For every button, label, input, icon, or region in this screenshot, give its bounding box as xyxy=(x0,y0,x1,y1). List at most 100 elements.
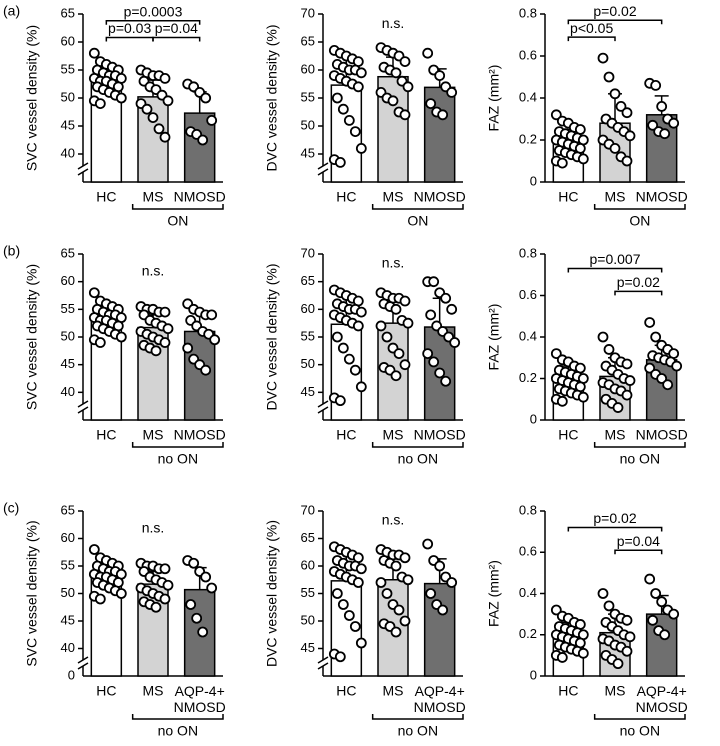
data-point xyxy=(659,629,671,641)
data-point xyxy=(425,98,437,109)
panel-label: (a) xyxy=(3,3,20,19)
data-point xyxy=(402,574,414,586)
data-point xyxy=(390,370,402,382)
data-point xyxy=(597,331,609,343)
y-tick-label: 40 xyxy=(61,384,75,399)
y-tick-label: 45 xyxy=(61,356,75,371)
data-point xyxy=(603,71,615,83)
data-point xyxy=(115,92,127,104)
y-tick-label: 70 xyxy=(301,245,315,260)
data-point xyxy=(197,626,209,638)
data-point xyxy=(343,353,355,365)
x-tick-label: HC xyxy=(96,189,116,205)
group-bracket xyxy=(131,204,224,210)
y-tick-label: 40 xyxy=(61,145,75,160)
data-point xyxy=(182,342,194,354)
data-point xyxy=(375,320,387,332)
data-point xyxy=(440,375,452,387)
data-point xyxy=(206,309,218,321)
significance-bracket xyxy=(614,290,663,296)
y-tick-label: 0.2 xyxy=(519,626,537,641)
data-point xyxy=(355,637,367,649)
y-tick-label: 65 xyxy=(301,33,315,48)
y-tick-label: 0.6 xyxy=(519,544,537,559)
y-tick-label: 0 xyxy=(530,411,537,426)
x-tick-label: HC xyxy=(336,683,356,699)
x-tick-label: HC xyxy=(96,683,116,699)
data-point xyxy=(612,658,624,670)
data-point xyxy=(644,573,656,585)
significance-label: p=0.0003 xyxy=(124,3,183,19)
y-tick-label: 60 xyxy=(301,557,315,572)
data-point xyxy=(609,88,621,100)
data-point xyxy=(88,287,100,299)
data-point xyxy=(437,109,449,121)
group-label: no ON xyxy=(158,723,198,739)
y-tick-label: 45 xyxy=(61,117,75,132)
x-tick-label: MS xyxy=(605,189,626,205)
axis-break xyxy=(317,406,329,414)
group-label: ON xyxy=(167,213,188,229)
axis-break xyxy=(317,656,329,664)
y-tick-label: 0.2 xyxy=(519,370,537,385)
data-point xyxy=(621,645,633,657)
data-point xyxy=(399,615,411,627)
data-point xyxy=(352,320,364,332)
data-point xyxy=(402,317,414,329)
significance-bracket xyxy=(614,549,663,555)
significance-label: p=0.04 xyxy=(617,533,660,549)
data-point xyxy=(94,98,106,109)
data-point xyxy=(200,364,212,376)
y-tick-label: 50 xyxy=(61,585,75,600)
data-point xyxy=(206,115,218,126)
data-point xyxy=(621,155,633,167)
significance-label: n.s. xyxy=(142,262,165,278)
data-point xyxy=(94,337,106,348)
data-point xyxy=(603,600,615,612)
group-bracket xyxy=(371,714,464,720)
y-tick-label: 0 xyxy=(530,667,537,682)
y-tick-label: 65 xyxy=(301,273,315,288)
data-point xyxy=(624,631,636,643)
axis-break-gap xyxy=(319,660,327,666)
x-tick-label: HC xyxy=(336,189,356,205)
significance-label: p=0.02 xyxy=(593,3,636,19)
data-point xyxy=(422,47,434,59)
x-tick-label: MS xyxy=(143,189,164,205)
data-point xyxy=(624,375,636,386)
data-point xyxy=(609,142,621,154)
significance-label: n.s. xyxy=(382,512,405,528)
group-label: no ON xyxy=(398,723,438,739)
significance-label: p=0.02 xyxy=(593,510,636,526)
x-tick-label: MS xyxy=(605,427,626,443)
data-point xyxy=(399,359,411,371)
y-axis-label: FAZ (mm²) xyxy=(486,65,502,132)
data-point xyxy=(390,303,402,315)
y-tick-label: 55 xyxy=(301,89,315,104)
axis-break xyxy=(77,656,89,664)
data-point xyxy=(88,47,100,59)
data-point xyxy=(159,337,171,348)
significance-bracket xyxy=(567,19,663,25)
significance-bracket xyxy=(105,19,201,25)
data-point xyxy=(550,109,562,121)
data-point xyxy=(647,614,659,626)
x-tick-label: HC xyxy=(558,683,578,699)
y-tick-label: 40 xyxy=(61,640,75,655)
x-tick-label: NMOSD xyxy=(174,189,226,205)
data-point xyxy=(355,67,367,79)
significance-bracket xyxy=(567,526,663,532)
data-point xyxy=(556,157,568,169)
significance-bracket xyxy=(105,36,154,42)
data-point xyxy=(624,130,636,142)
data-point xyxy=(577,153,589,165)
data-point xyxy=(188,557,200,569)
y-tick-label: 0.4 xyxy=(519,89,537,104)
data-point xyxy=(349,621,361,632)
x-tick-label: HC xyxy=(558,189,578,205)
x-tick-label: HC xyxy=(96,427,116,443)
group-label: no ON xyxy=(158,451,198,467)
significance-bracket xyxy=(152,36,201,42)
data-point xyxy=(621,389,633,401)
